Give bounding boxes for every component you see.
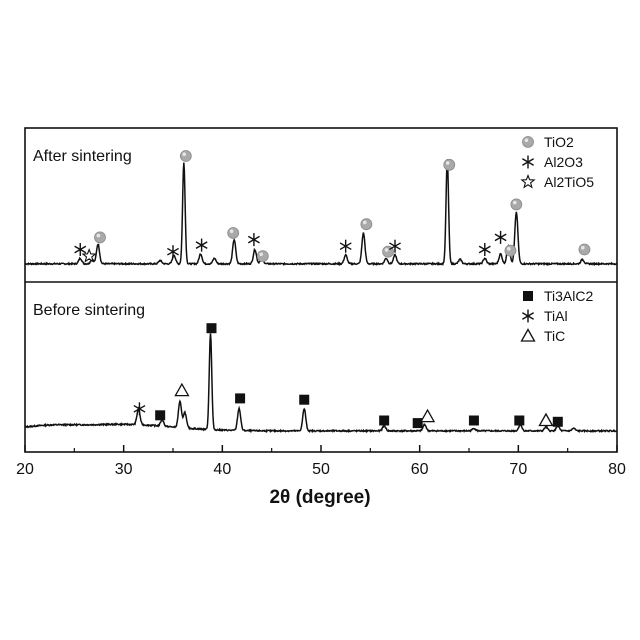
peak-marker-square	[206, 323, 216, 333]
x-axis-label: 2θ (degree)	[269, 487, 370, 508]
x-tick-label: 80	[608, 461, 626, 478]
legend-symbol-square	[523, 291, 533, 301]
peak-marker-square	[514, 416, 524, 426]
legend-symbol-asterisk	[522, 156, 533, 169]
x-axis: 20 30 40 50 60 70 80	[16, 445, 626, 478]
legend-symbol-circle	[523, 137, 534, 148]
before-sintering-panel: Before sintering Ti3AlC2 TiAl TiC	[25, 288, 617, 432]
peak-marker-triangle	[421, 410, 434, 422]
legend-symbol-asterisk	[522, 310, 533, 323]
peak-marker-asterisk	[167, 245, 178, 258]
peak-marker-circle	[579, 244, 590, 255]
x-tick-label: 60	[411, 461, 429, 478]
x-tick-label: 30	[115, 461, 133, 478]
x-tick-label: 20	[16, 461, 34, 478]
legend-label: Ti3AlC2	[544, 288, 593, 304]
peak-marker-asterisk	[495, 231, 506, 244]
after-sintering-panel: After sintering TiO2 Al2O3 Al2TiO5	[25, 134, 617, 264]
spectrum-line	[25, 333, 617, 431]
panel-label: After sintering	[33, 148, 132, 165]
x-tick-label: 40	[213, 461, 231, 478]
peak-marker-asterisk	[248, 233, 259, 246]
peak-marker-circle	[361, 219, 372, 230]
peak-marker-square	[379, 416, 389, 426]
peak-marker-circle	[228, 228, 239, 239]
peak-marker-square	[155, 410, 165, 420]
peak-marker-square	[413, 418, 423, 428]
x-tick-label: 50	[312, 461, 330, 478]
peak-marker-asterisk	[479, 243, 490, 256]
legend-label: Al2O3	[544, 154, 583, 170]
peak-marker-triangle	[539, 414, 552, 426]
x-tick-label: 70	[509, 461, 527, 478]
peak-marker-circle	[180, 151, 191, 162]
peak-marker-asterisk	[196, 239, 207, 252]
legend-symbol-star	[522, 176, 534, 188]
legend-label: TiC	[544, 328, 565, 344]
peak-marker-circle	[257, 251, 268, 262]
peak-marker-circle	[505, 245, 516, 256]
legend-symbol-triangle	[522, 330, 535, 342]
peak-marker-square	[469, 416, 479, 426]
peak-marker-square	[553, 417, 563, 427]
peak-marker-square	[235, 393, 245, 403]
peak-marker-circle	[94, 232, 105, 243]
legend-label: TiAl	[544, 308, 568, 324]
panel-label: Before sintering	[33, 302, 145, 319]
legend-label: TiO2	[544, 134, 574, 150]
peak-marker-asterisk	[340, 240, 351, 253]
peak-marker-circle	[511, 199, 522, 210]
peak-marker-square	[299, 395, 309, 405]
peak-marker-asterisk	[134, 402, 145, 415]
peak-marker-circle	[444, 159, 455, 170]
peak-marker-triangle	[175, 384, 188, 396]
legend-label: Al2TiO5	[544, 174, 594, 190]
